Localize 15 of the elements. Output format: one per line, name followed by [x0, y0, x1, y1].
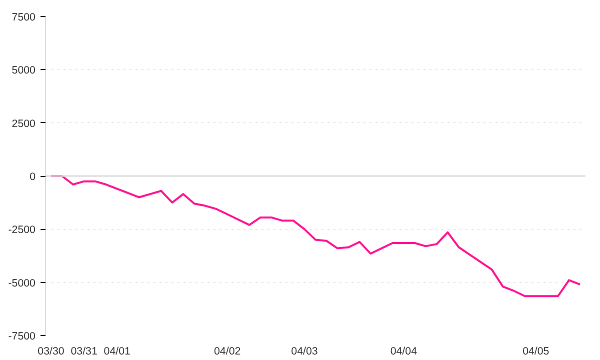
y-tick-label: 0 [30, 171, 36, 183]
x-tick-label: 04/01 [104, 346, 131, 358]
y-tick-label: -7500 [8, 330, 36, 342]
x-tick-label: 03/30 [38, 346, 64, 358]
x-tick-label: 04/03 [291, 346, 318, 358]
x-tick-label: 04/02 [214, 346, 241, 358]
x-tick-label: 04/05 [522, 346, 550, 358]
y-tick-label: 5000 [12, 64, 36, 77]
x-tick-label: 03/31 [70, 346, 98, 358]
y-tick-label: 2500 [12, 118, 36, 130]
line-series [50, 175, 581, 298]
y-tick-label: -5000 [8, 277, 36, 290]
y-tick-label: -2500 [8, 224, 36, 236]
x-tick-label: 04/04 [390, 346, 418, 358]
y-tick-label: 7500 [12, 12, 36, 24]
